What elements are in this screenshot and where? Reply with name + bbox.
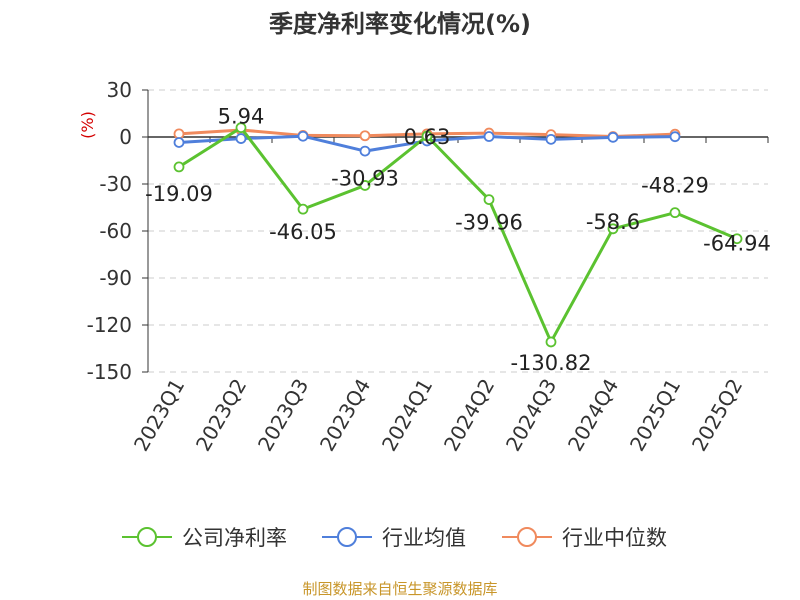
data-label: -64.94 xyxy=(703,232,771,256)
series-point-0 xyxy=(297,203,309,215)
y-tick-label: -60 xyxy=(99,219,132,243)
chart-title: 季度净利率变化情况(%) xyxy=(269,10,531,38)
series-point-0 xyxy=(731,233,743,245)
x-tick-labels: 2023Q1 2023Q2 2023Q3 2023Q4 2024Q1 2024Q2 2024… xyxy=(129,375,747,456)
data-label: -46.05 xyxy=(269,220,337,244)
series-point-1 xyxy=(669,131,681,143)
legend-marker xyxy=(137,527,157,547)
x-tick-label: 2023Q2 xyxy=(191,375,251,456)
x-tick-label: 2025Q1 xyxy=(625,375,685,456)
series-point-2 xyxy=(359,130,371,142)
y-tick-label: 0 xyxy=(119,125,132,149)
y-tick-label: -90 xyxy=(99,266,132,290)
series-point-0 xyxy=(235,122,247,134)
series-point-1 xyxy=(545,133,557,145)
series-point-1 xyxy=(297,130,309,142)
series-point-0 xyxy=(421,130,433,142)
x-tick-label: 2024Q2 xyxy=(439,375,499,456)
y-tick-label: -120 xyxy=(87,313,132,337)
legend-marker xyxy=(517,527,537,547)
data-label: 5.94 xyxy=(218,105,265,129)
legend-label: 行业均值 xyxy=(382,526,466,550)
data-label: -19.09 xyxy=(145,182,213,206)
x-tick-label: 2023Q3 xyxy=(253,375,313,456)
series-line-0 xyxy=(178,126,738,344)
series-point-2 xyxy=(173,128,185,140)
data-label: -48.29 xyxy=(641,174,709,198)
data-label: -30.93 xyxy=(331,166,399,190)
x-tick-label: 2024Q3 xyxy=(501,375,561,456)
data-label: -39.96 xyxy=(455,211,523,235)
legend-label: 公司净利率 xyxy=(182,526,287,550)
legend: 公司净利率 行业均值 行业中位数 xyxy=(122,526,667,550)
legend-label: 行业中位数 xyxy=(562,526,667,550)
y-tick-label: -30 xyxy=(99,172,132,196)
series-point-0 xyxy=(607,223,619,235)
y-axis-unit-label: (%) xyxy=(78,111,97,139)
x-tick-label: 2024Q1 xyxy=(377,375,437,456)
series-point-1 xyxy=(173,137,185,148)
legend-marker xyxy=(337,527,357,547)
series-point-1 xyxy=(359,145,371,157)
series-point-0 xyxy=(545,336,557,348)
y-tick-labels: 30 0 -30 -60 -90 -120 -150 xyxy=(87,78,132,384)
source-note: 制图数据来自恒生聚源数据库 xyxy=(302,580,497,598)
y-tick-label: -150 xyxy=(87,360,132,384)
x-tick-label: 2023Q1 xyxy=(129,375,189,456)
series-point-1 xyxy=(483,131,495,142)
data-label: 0.63 xyxy=(404,125,451,149)
series-point-0 xyxy=(483,194,495,206)
series-point-0 xyxy=(359,180,371,191)
x-tick-label: 2024Q4 xyxy=(563,375,623,456)
series-point-1 xyxy=(235,133,247,144)
series-lines xyxy=(173,122,743,348)
grid-lines xyxy=(148,89,768,373)
legend-item: 公司净利率 xyxy=(122,526,287,550)
data-label: -58.6 xyxy=(586,210,640,234)
y-tick-label: 30 xyxy=(107,78,132,102)
x-tick-label: 2023Q4 xyxy=(315,375,375,456)
data-labels: -19.09 5.94 -46.05 -30.930.63 -39.96 -130.82 -… xyxy=(145,105,771,375)
x-tick-label: 2025Q2 xyxy=(687,375,747,456)
data-label: -130.82 xyxy=(510,351,591,375)
series-point-0 xyxy=(173,161,185,173)
legend-item: 行业中位数 xyxy=(502,526,667,550)
series-point-1 xyxy=(607,131,619,143)
series-point-0 xyxy=(669,207,681,219)
legend-item: 行业均值 xyxy=(322,526,466,550)
